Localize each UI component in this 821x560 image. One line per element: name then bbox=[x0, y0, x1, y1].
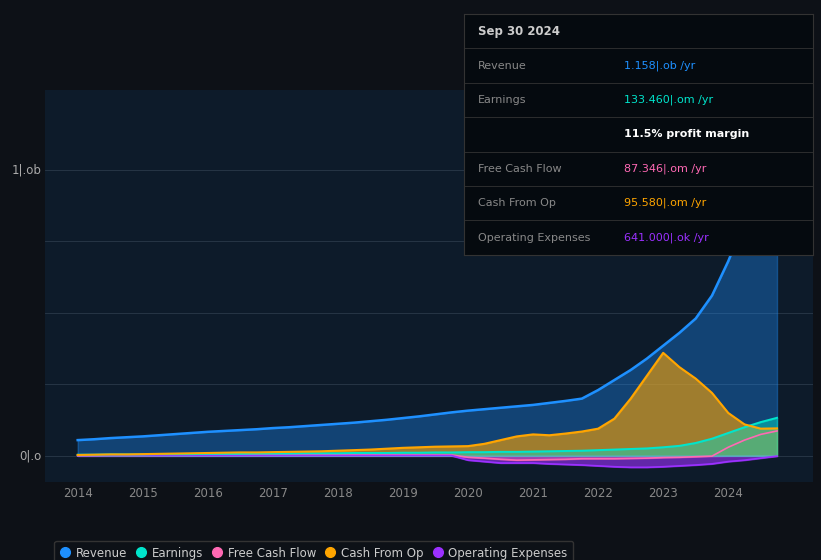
Text: Cash From Op: Cash From Op bbox=[478, 198, 556, 208]
Text: Sep 30 2024: Sep 30 2024 bbox=[478, 25, 560, 38]
Text: Earnings: Earnings bbox=[478, 95, 526, 105]
Text: 1.158|.ob /yr: 1.158|.ob /yr bbox=[624, 60, 695, 71]
Text: 11.5% profit margin: 11.5% profit margin bbox=[624, 129, 750, 139]
Text: Revenue: Revenue bbox=[478, 60, 526, 71]
Text: 133.460|.om /yr: 133.460|.om /yr bbox=[624, 95, 713, 105]
Text: 1|.ob: 1|.ob bbox=[11, 163, 41, 176]
Text: 95.580|.om /yr: 95.580|.om /yr bbox=[624, 198, 707, 208]
Legend: Revenue, Earnings, Free Cash Flow, Cash From Op, Operating Expenses: Revenue, Earnings, Free Cash Flow, Cash … bbox=[54, 541, 573, 560]
Text: 87.346|.om /yr: 87.346|.om /yr bbox=[624, 164, 707, 174]
Text: Operating Expenses: Operating Expenses bbox=[478, 232, 590, 242]
Text: 0|.o: 0|.o bbox=[19, 449, 41, 463]
Text: 641.000|.ok /yr: 641.000|.ok /yr bbox=[624, 232, 709, 243]
Text: Free Cash Flow: Free Cash Flow bbox=[478, 164, 562, 174]
